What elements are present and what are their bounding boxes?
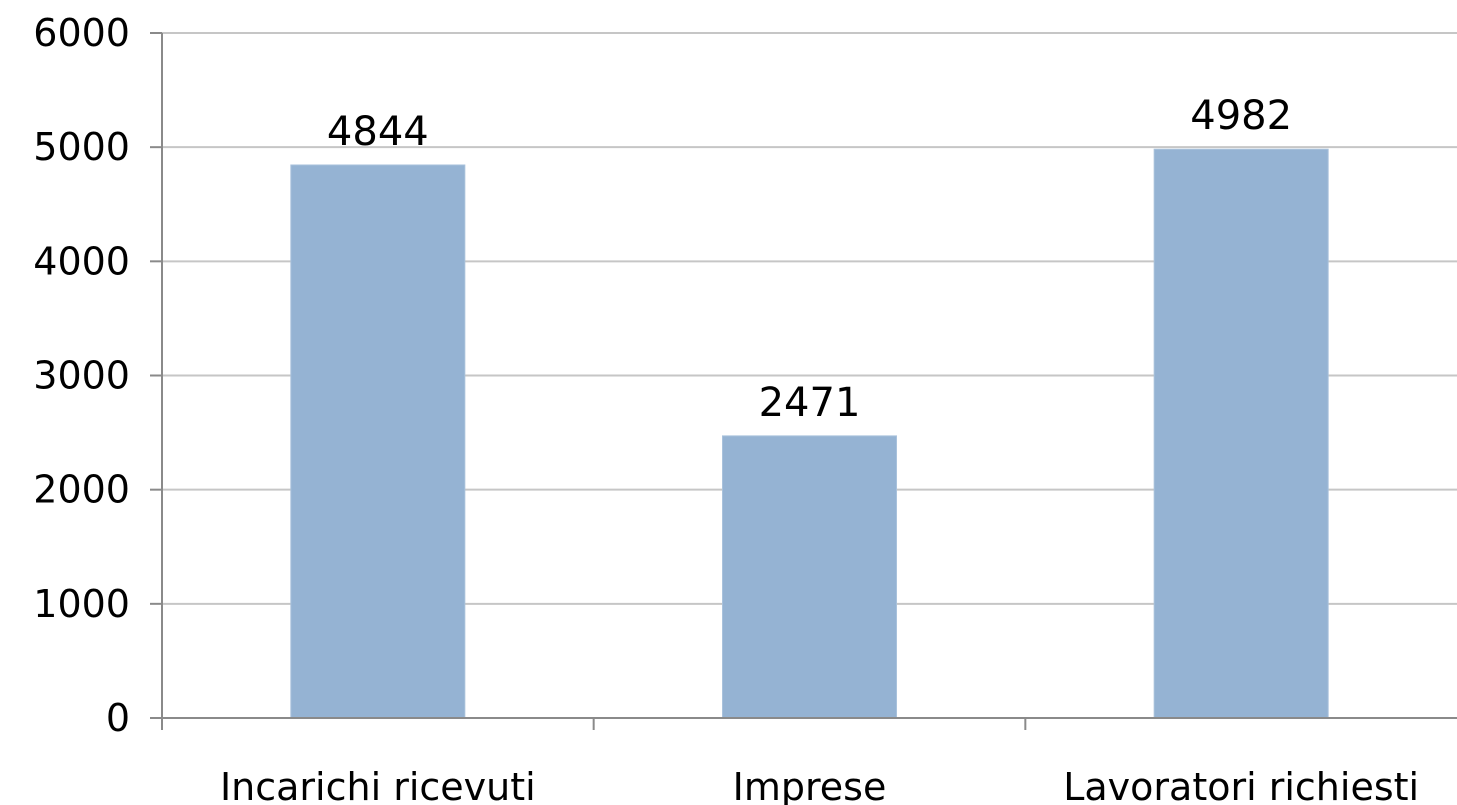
x-category-label: Lavoratori richiesti <box>1063 765 1419 805</box>
y-axis-tick-labels: 0 1000 2000 3000 4000 5000 6000 <box>33 11 130 740</box>
y-tick-label: 6000 <box>33 11 130 55</box>
data-labels: 4844 2471 4982 <box>327 93 1292 426</box>
bar <box>1153 148 1329 719</box>
y-tick-label: 4000 <box>33 239 130 283</box>
bars <box>290 148 1329 719</box>
y-tick-label: 2000 <box>33 468 130 512</box>
data-label: 4844 <box>327 109 429 155</box>
x-category-label: Incarichi ricevuti <box>220 765 536 805</box>
axes <box>150 32 1457 730</box>
bar <box>290 164 466 719</box>
y-tick-label: 3000 <box>33 354 130 398</box>
x-axis-category-labels: Incarichi ricevuti Imprese Lavoratori rich… <box>220 765 1419 805</box>
y-tick-label: 5000 <box>33 125 130 169</box>
data-label: 2471 <box>759 380 861 426</box>
x-category-label: Imprese <box>733 765 887 805</box>
data-label: 4982 <box>1190 93 1292 139</box>
bar <box>722 435 897 719</box>
y-tick-label: 0 <box>106 696 130 740</box>
y-tick-label: 1000 <box>33 582 130 626</box>
